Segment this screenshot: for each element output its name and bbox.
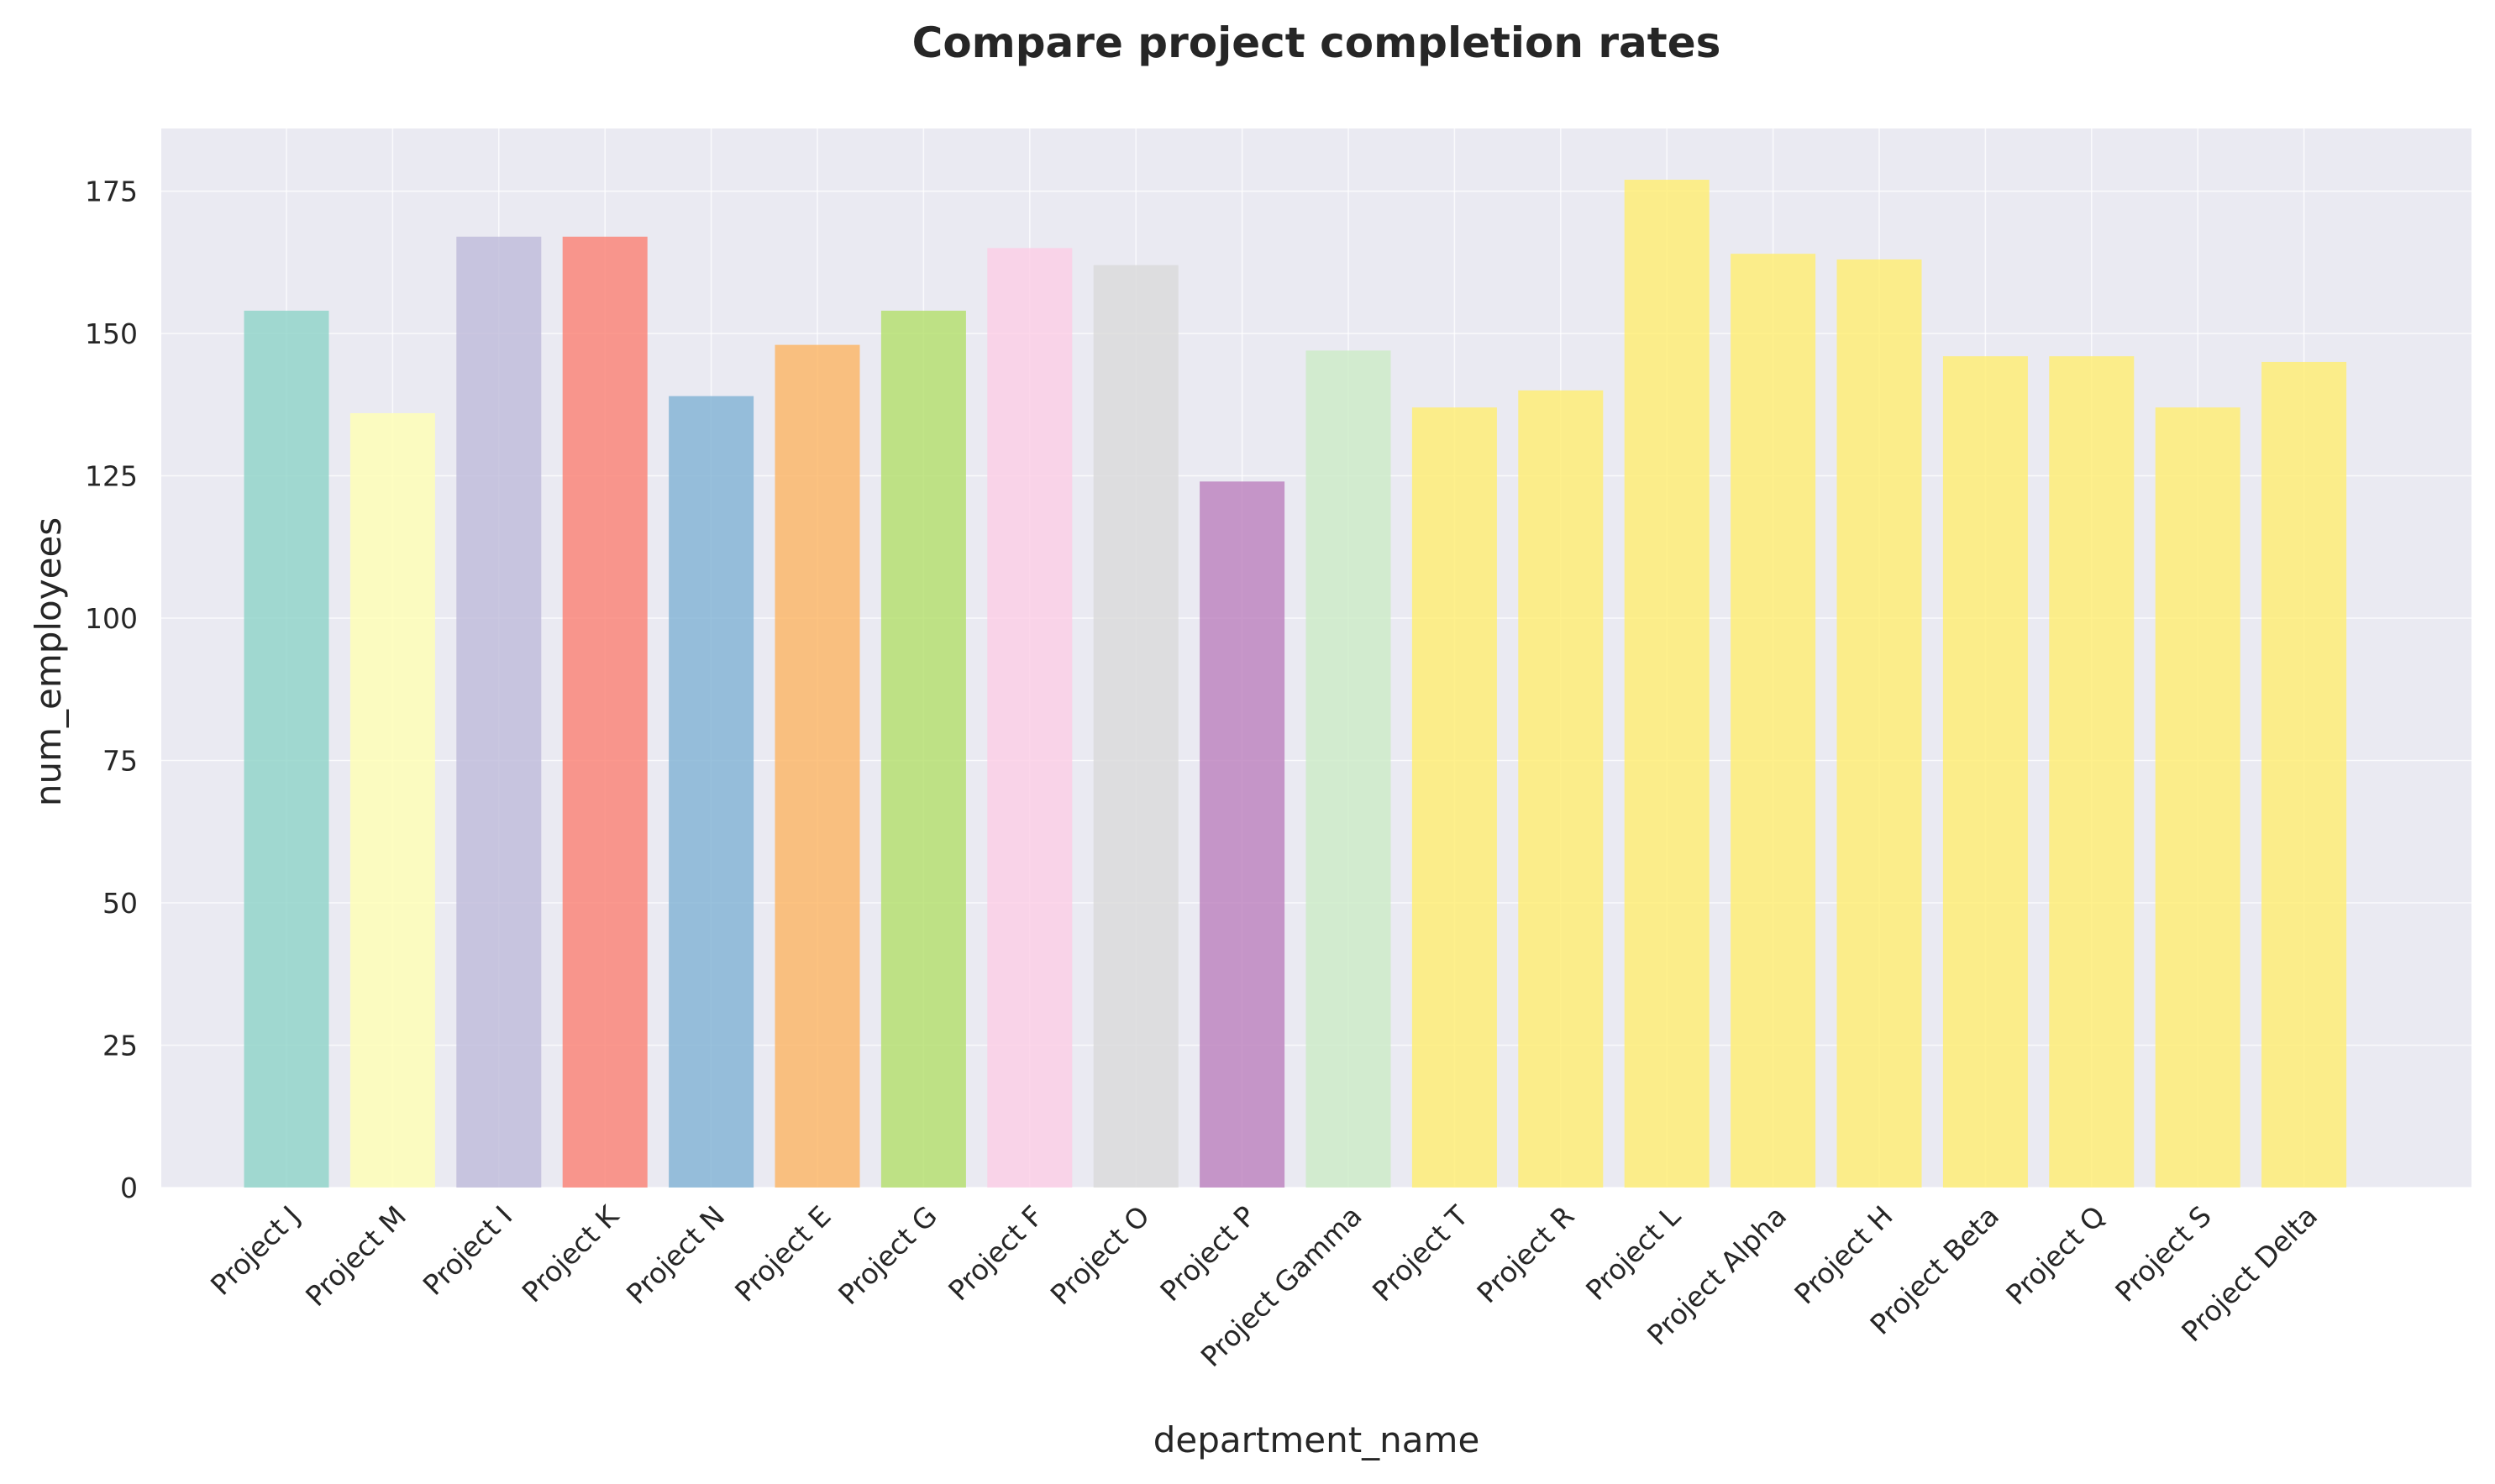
y-tick-label: 175 — [85, 176, 138, 208]
bar-project-alpha — [1731, 254, 1816, 1188]
bar-project-l — [1624, 180, 1710, 1188]
bars — [244, 180, 2347, 1188]
bar-project-g — [880, 310, 966, 1188]
bar-project-p — [1200, 481, 1285, 1188]
x-tick-label: Project H — [1788, 1199, 1899, 1310]
x-tick-label: Project Q — [1999, 1199, 2111, 1311]
x-tick-label: Project S — [2109, 1199, 2218, 1308]
bar-project-t — [1411, 407, 1497, 1188]
x-tick-label: Project K — [516, 1198, 626, 1308]
x-axis-label: department_name — [1153, 1419, 1480, 1460]
bar-project-k — [562, 236, 648, 1188]
y-axis-ticks: 0 25 50 75 100 125 150 175 — [85, 176, 138, 1204]
y-tick-label: 125 — [85, 460, 138, 493]
bar-project-gamma — [1305, 350, 1391, 1188]
y-tick-label: 100 — [85, 602, 138, 635]
x-tick-label: Project F — [942, 1199, 1049, 1307]
bar-project-r — [1518, 390, 1604, 1188]
x-tick-label: Project I — [417, 1199, 519, 1302]
y-tick-label: 25 — [102, 1030, 138, 1062]
x-tick-label: Project N — [620, 1199, 731, 1310]
x-tick-label: Project T — [1366, 1198, 1475, 1308]
x-tick-label: Project O — [1044, 1199, 1156, 1311]
x-tick-label: Project J — [204, 1199, 307, 1302]
y-tick-label: 50 — [102, 887, 138, 920]
y-axis-label: num_employees — [28, 517, 69, 806]
y-tick-label: 75 — [102, 745, 138, 778]
y-tick-label: 0 — [120, 1172, 138, 1204]
bar-project-h — [1836, 259, 1922, 1188]
x-tick-label: Project G — [832, 1199, 943, 1311]
x-tick-label: Project R — [1470, 1199, 1580, 1309]
bar-project-beta — [1942, 356, 2028, 1188]
bar-project-j — [244, 310, 329, 1188]
chart-title: Compare project completion rates — [912, 18, 1721, 67]
bar-project-m — [349, 412, 435, 1188]
bar-project-i — [456, 236, 542, 1188]
bar-project-delta — [2261, 361, 2347, 1188]
bar-project-q — [2049, 356, 2135, 1188]
bar-project-o — [1093, 265, 1179, 1188]
y-tick-label: 150 — [85, 317, 138, 350]
x-tick-label: Project E — [728, 1199, 838, 1308]
bar-project-s — [2155, 407, 2240, 1188]
x-tick-label: Project M — [299, 1199, 412, 1313]
bar-project-n — [669, 396, 754, 1188]
bar-project-f — [987, 248, 1073, 1188]
bar-project-e — [775, 344, 860, 1188]
x-tick-label: Project P — [1153, 1199, 1262, 1308]
x-tick-label: Project L — [1579, 1199, 1687, 1307]
